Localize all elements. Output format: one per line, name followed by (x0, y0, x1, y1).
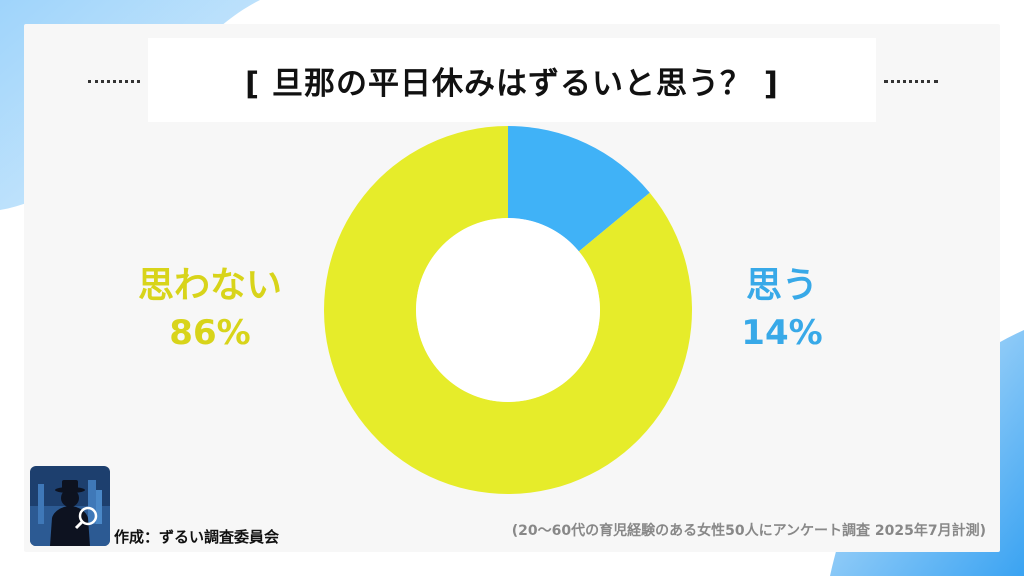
label-yes-text: 思う (745, 265, 818, 306)
title-dots-left (88, 80, 140, 83)
label-no-text: 思わない (137, 265, 282, 306)
credit-text: 作成：ずるい調査委員会 (114, 528, 280, 546)
label-no: 思わない 86% (120, 264, 300, 354)
donut-hole (416, 218, 600, 402)
title-box: [ 旦那の平日休みはずるいと思う？ ] (148, 38, 876, 122)
survey-note: (20〜60代の育児経験のある女性50人にアンケート調査 2025年7月計測) (511, 523, 986, 539)
title-dots-right (884, 80, 938, 83)
label-yes-pct: 14% (741, 313, 823, 354)
label-yes: 思う 14% (712, 264, 852, 354)
detective-logo-icon (30, 466, 110, 546)
label-no-pct: 86% (169, 313, 251, 354)
pie-slice-yes (508, 126, 650, 252)
chart-title: [ 旦那の平日休みはずるいと思う？ ] (245, 65, 779, 102)
pie-slice-no (324, 126, 692, 495)
